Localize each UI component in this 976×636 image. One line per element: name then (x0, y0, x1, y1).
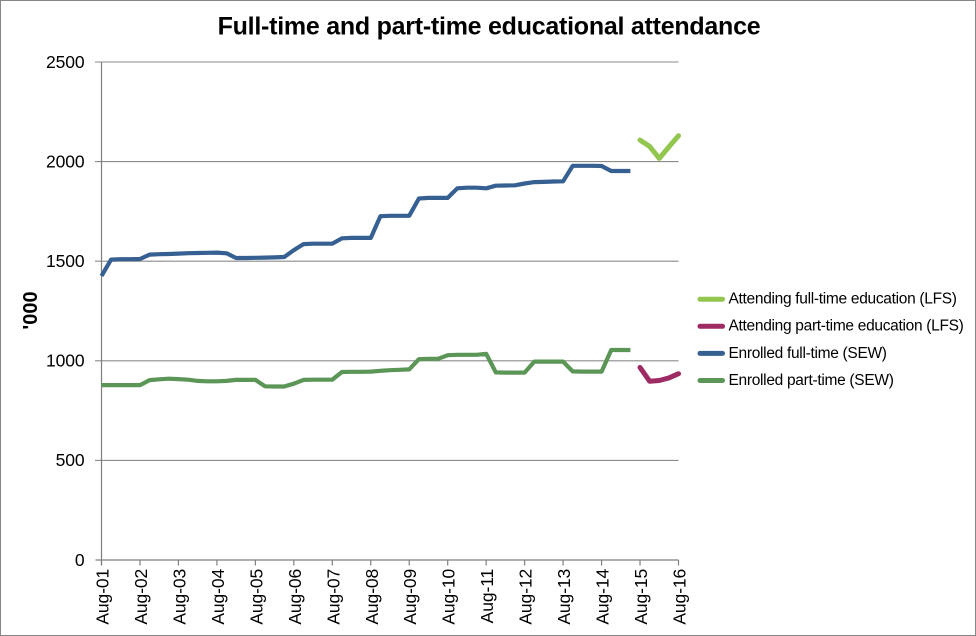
svg-text:1500: 1500 (46, 251, 85, 271)
svg-text:1000: 1000 (46, 351, 85, 371)
svg-text:0: 0 (75, 550, 85, 570)
svg-text:'000: '000 (20, 291, 42, 329)
svg-text:Attending full-time education: Attending full-time education (LFS) (729, 291, 957, 308)
svg-text:2000: 2000 (46, 151, 85, 171)
svg-text:Aug-05: Aug-05 (246, 569, 266, 625)
svg-text:Aug-07: Aug-07 (323, 569, 343, 625)
svg-text:Enrolled full-time (SEW): Enrolled full-time (SEW) (729, 345, 887, 362)
svg-text:Full-time and part-time educat: Full-time and part-time educational atte… (218, 13, 761, 41)
svg-text:2500: 2500 (46, 52, 85, 72)
svg-text:Aug-09: Aug-09 (400, 569, 420, 625)
svg-text:Aug-16: Aug-16 (670, 569, 690, 625)
svg-text:Aug-03: Aug-03 (169, 569, 189, 625)
svg-text:Aug-14: Aug-14 (593, 568, 613, 624)
svg-text:Aug-13: Aug-13 (554, 569, 574, 625)
svg-text:500: 500 (56, 450, 85, 470)
svg-text:Aug-10: Aug-10 (439, 568, 459, 624)
svg-text:Aug-04: Aug-04 (208, 568, 228, 624)
svg-text:Enrolled part-time (SEW): Enrolled part-time (SEW) (729, 372, 894, 389)
svg-text:Aug-12: Aug-12 (516, 569, 536, 625)
svg-text:Aug-08: Aug-08 (362, 569, 382, 625)
svg-text:Aug-15: Aug-15 (631, 569, 651, 625)
svg-text:Aug-01: Aug-01 (93, 569, 113, 625)
svg-text:Aug-11: Aug-11 (477, 569, 497, 624)
svg-text:Aug-06: Aug-06 (285, 569, 305, 625)
svg-text:Aug-02: Aug-02 (131, 569, 151, 625)
svg-text:Attending part-time education: Attending part-time education (LFS) (729, 318, 964, 335)
